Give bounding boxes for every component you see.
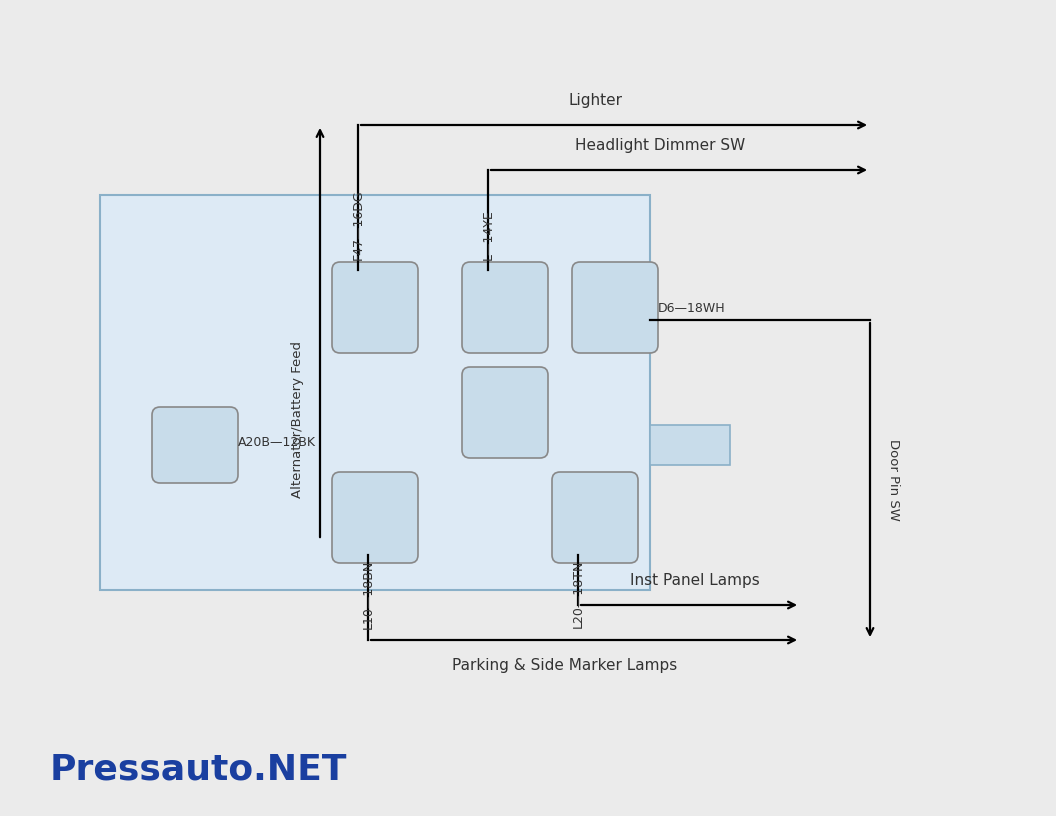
FancyBboxPatch shape	[572, 262, 658, 353]
Text: Inst Panel Lamps: Inst Panel Lamps	[630, 573, 760, 588]
Text: Headlight Dimmer SW: Headlight Dimmer SW	[574, 138, 746, 153]
Text: D6—18WH: D6—18WH	[658, 301, 725, 314]
Text: L10—18BN: L10—18BN	[361, 560, 375, 629]
FancyBboxPatch shape	[332, 472, 418, 563]
Bar	[650, 425, 730, 465]
Text: Pressauto.NET: Pressauto.NET	[50, 753, 347, 787]
FancyBboxPatch shape	[332, 262, 418, 353]
Text: L—14YE: L—14YE	[482, 209, 494, 260]
Bar	[100, 195, 650, 590]
Text: Door Pin SW: Door Pin SW	[886, 439, 900, 521]
Text: F47—16DG: F47—16DG	[352, 189, 364, 260]
Text: Parking & Side Marker Lamps: Parking & Side Marker Lamps	[452, 658, 678, 673]
Text: A20B—12BK: A20B—12BK	[238, 437, 316, 450]
FancyBboxPatch shape	[463, 367, 548, 458]
Text: Alternator/Battery Feed: Alternator/Battery Feed	[291, 342, 304, 499]
FancyBboxPatch shape	[463, 262, 548, 353]
FancyBboxPatch shape	[152, 407, 238, 483]
Text: L20—18TN: L20—18TN	[571, 560, 585, 628]
FancyBboxPatch shape	[552, 472, 638, 563]
Text: Lighter: Lighter	[568, 93, 622, 108]
